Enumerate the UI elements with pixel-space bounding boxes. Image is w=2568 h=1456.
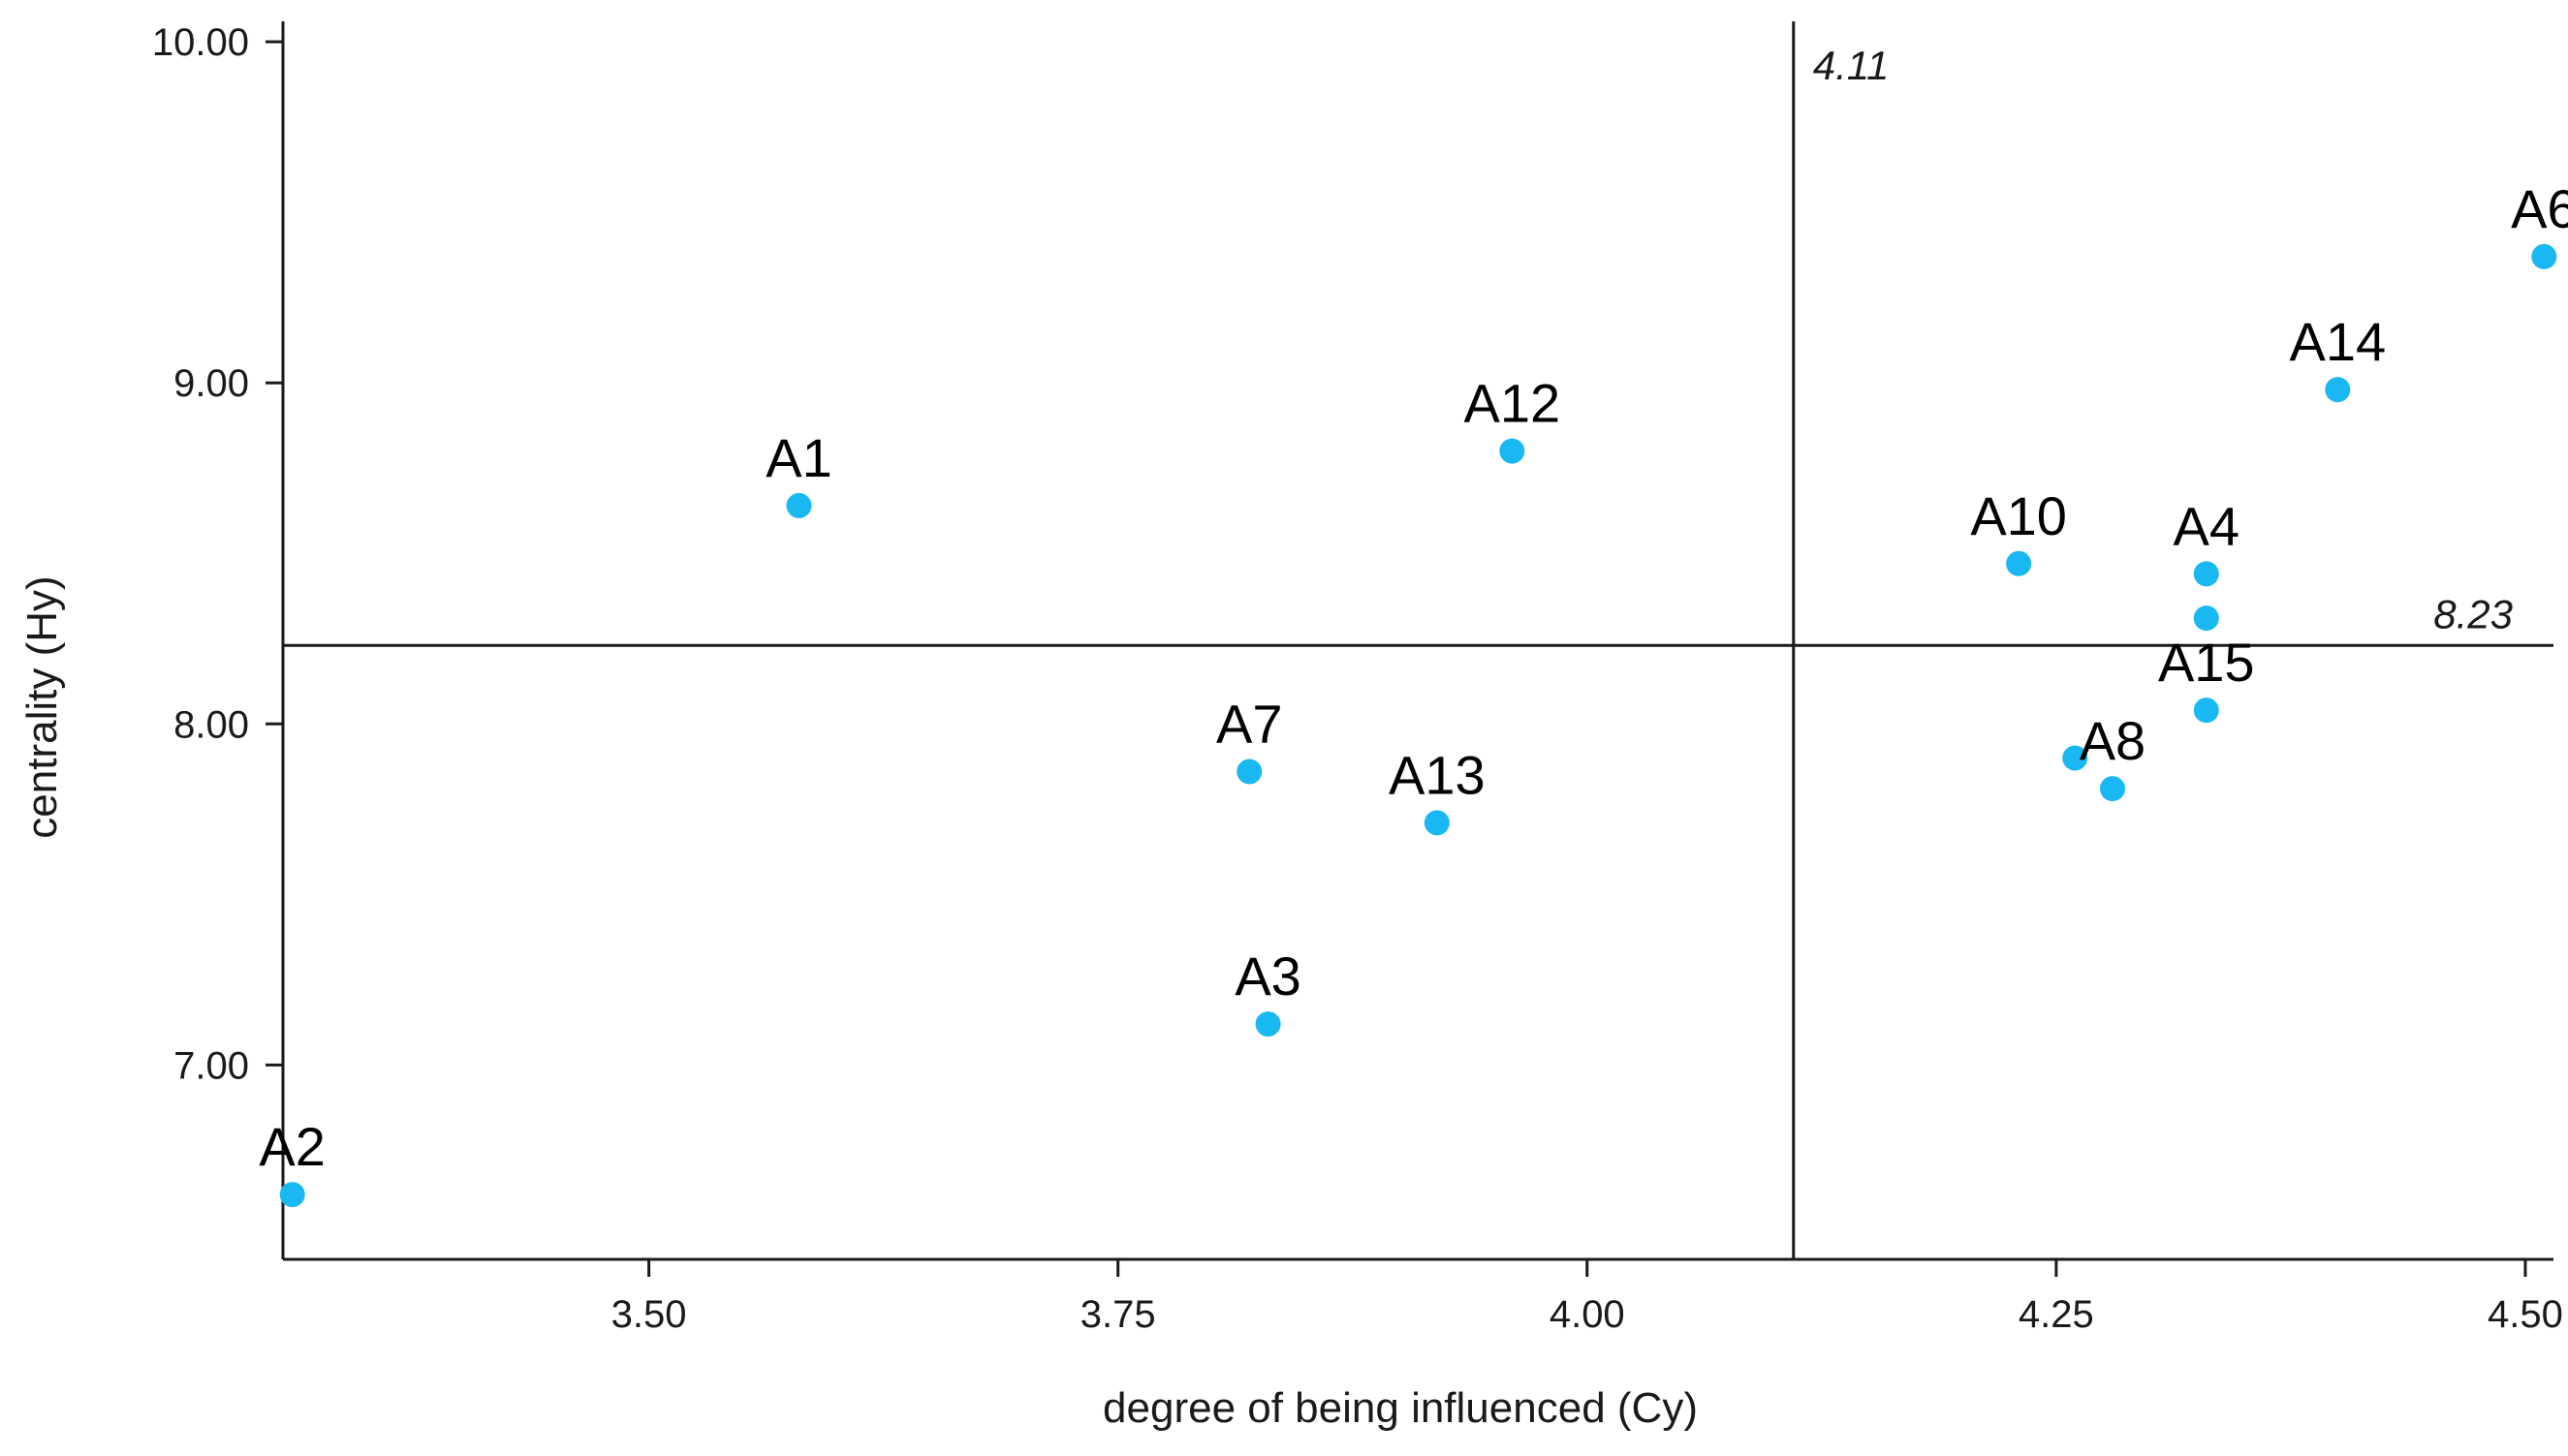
point-a6: [2531, 243, 2557, 269]
point-a1: [786, 492, 812, 518]
y-tick-label: 9.00: [173, 362, 249, 405]
point-unlabeled: [2193, 605, 2219, 632]
axes: [281, 21, 2553, 1261]
x-tick-label: 3.50: [611, 1293, 687, 1336]
point-label-a10: A10: [1970, 485, 2067, 546]
point-label-a1: A1: [766, 427, 832, 488]
point-a15: [2193, 697, 2219, 724]
point-a13: [1424, 810, 1450, 836]
y-axis-ticks: 7.00 8.00 9.00 10.00: [152, 21, 283, 1087]
point-label-a7: A7: [1216, 694, 1283, 755]
point-label-a8: A8: [2080, 710, 2146, 771]
point-label-a12: A12: [1463, 373, 1560, 434]
point-labels: A1 A2 A3 A4 A6 A7 A8 A10 A12 A13 A14 A15: [259, 178, 2568, 1177]
x-tick-label: 4.00: [1550, 1293, 1625, 1336]
x-tick-label: 4.50: [2488, 1293, 2563, 1336]
x-axis-title: degree of being influenced (Cy): [1103, 1384, 1698, 1432]
point-label-a4: A4: [2174, 495, 2240, 556]
point-unlabeled: [2062, 745, 2088, 771]
point-label-a3: A3: [1235, 945, 1301, 1007]
x-tick-label: 4.25: [2019, 1293, 2094, 1336]
point-a12: [1499, 438, 1525, 464]
y-axis-title: centrality (Hy): [18, 575, 66, 838]
horizontal-reference-label: 8.23: [2433, 591, 2513, 636]
point-a4: [2193, 561, 2219, 587]
x-tick-label: 3.75: [1080, 1293, 1156, 1336]
y-tick-label: 8.00: [173, 703, 249, 746]
point-label-a13: A13: [1389, 744, 1486, 805]
y-tick-label: 10.00: [152, 21, 249, 64]
vertical-reference-label: 4.11: [1813, 43, 1890, 88]
point-label-a15: A15: [2158, 632, 2255, 693]
point-a8: [2099, 776, 2125, 802]
x-axis-ticks: 3.50 3.75 4.00 4.25 4.50: [611, 1259, 2563, 1336]
data-points: [279, 243, 2557, 1208]
point-a10: [2006, 550, 2032, 576]
point-a7: [1237, 759, 1263, 785]
point-a2: [279, 1182, 305, 1208]
point-a3: [1255, 1011, 1281, 1038]
point-label-a14: A14: [2289, 311, 2386, 372]
reference-lines: [283, 21, 2553, 1259]
point-a14: [2325, 377, 2351, 403]
point-label-a6: A6: [2511, 178, 2568, 239]
y-tick-label: 7.00: [173, 1044, 249, 1087]
point-label-a2: A2: [259, 1116, 326, 1177]
